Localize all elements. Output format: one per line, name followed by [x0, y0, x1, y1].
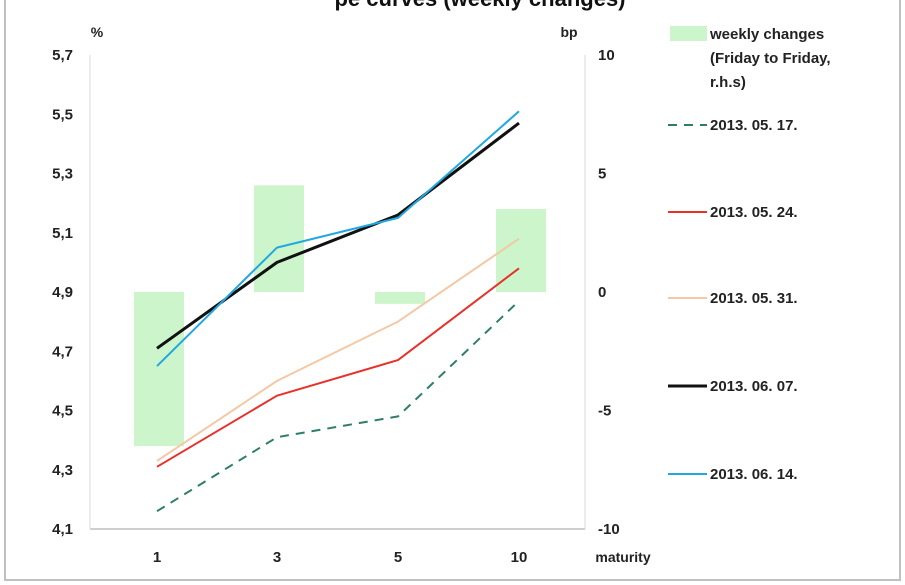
y-right-tick-label: -10	[598, 521, 620, 538]
x-tick-label: 10	[511, 549, 528, 566]
x-tick-label: 1	[153, 549, 161, 566]
legend-label-bars: (Friday to Friday,	[710, 50, 831, 67]
y-right-tick-label: 10	[598, 47, 615, 64]
legend-label-bars: r.h.s)	[710, 74, 746, 91]
y-left-tick-label: 5,7	[52, 47, 73, 64]
chart-title: pe curves (weekly changes)	[334, 0, 625, 11]
y-left-tick-label: 4,7	[52, 343, 73, 360]
series-line	[156, 237, 520, 462]
legend-label-series: 2013. 06. 07.	[710, 378, 798, 395]
y-right-tick-label: 0	[598, 284, 606, 301]
y-left-tick-label: 5,1	[52, 225, 73, 242]
chart-frame	[4, 0, 901, 581]
legend-label-series: 2013. 06. 14.	[710, 466, 798, 483]
legend-label-series: 2013. 05. 17.	[710, 117, 798, 134]
y-left-tick-label: 4,3	[52, 462, 73, 479]
weekly-change-bar	[254, 185, 304, 292]
series-line	[156, 267, 520, 468]
tick-labels: 5,7 5,5 5,3 5,1 4,9 4,7 4,5 4,3 4,1 10 5 0 -5 -10 1 3 5 1…	[52, 47, 620, 566]
x-tick-label: 3	[273, 549, 281, 566]
x-tick-label: 5	[394, 549, 402, 566]
legend-label-bars: weekly changes	[709, 26, 824, 43]
x-axis-label: maturity	[595, 549, 650, 565]
y-left-tick-label: 5,5	[52, 106, 73, 123]
legend-label-series: 2013. 05. 24.	[710, 204, 798, 221]
weekly-change-bar	[134, 292, 184, 447]
y-left-tick-label: 4,9	[52, 284, 73, 301]
y-left-tick-label: 4,1	[52, 521, 73, 538]
series-line	[156, 300, 520, 513]
left-axis-unit: %	[91, 24, 104, 40]
y-left-tick-label: 4,5	[52, 403, 73, 420]
legend-label-series: 2013. 05. 31.	[710, 290, 798, 307]
y-left-tick-label: 5,3	[52, 166, 73, 183]
legend-swatch-bars	[670, 26, 707, 41]
series-line	[156, 121, 520, 350]
legend: weekly changes (Friday to Friday, r.h.s) 20…	[668, 26, 831, 483]
series-line	[156, 110, 520, 367]
weekly-change-bar	[375, 292, 425, 304]
y-right-tick-label: 5	[598, 166, 606, 183]
bar-group	[134, 185, 546, 447]
right-axis-unit: bp	[560, 24, 577, 40]
y-right-tick-label: -5	[598, 403, 611, 420]
line-group	[156, 110, 520, 513]
